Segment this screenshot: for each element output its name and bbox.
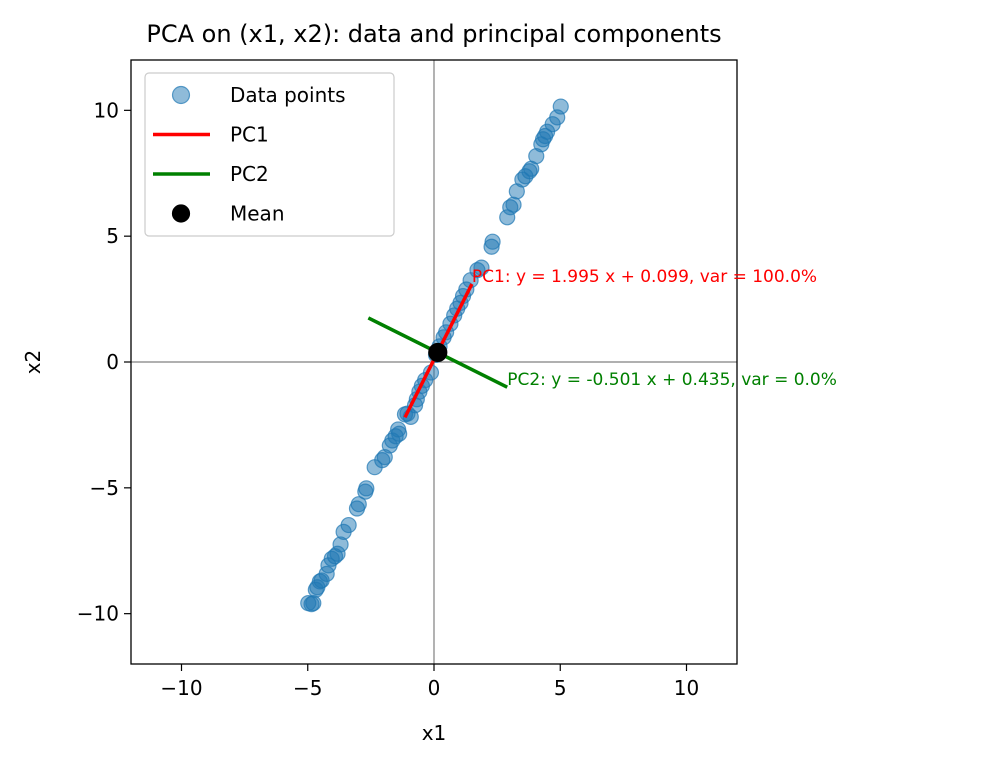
- x-tick-label: 5: [554, 676, 567, 700]
- x-tick-label: −5: [293, 676, 322, 700]
- x-tick-label: 10: [674, 676, 699, 700]
- y-axis-label: x2: [21, 350, 45, 375]
- chart-title: PCA on (x1, x2): data and principal comp…: [146, 20, 721, 48]
- legend: Data points PC1 PC2 Mean: [144, 72, 395, 237]
- data-point: [484, 233, 501, 250]
- x-tick-label: −10: [160, 676, 202, 700]
- data-point: [358, 480, 375, 497]
- legend-label-mean: Mean: [230, 202, 285, 226]
- legend-label-data-points: Data points: [230, 83, 346, 107]
- pc2-annotation: PC2: y = -0.501 x + 0.435, var = 0.0%: [507, 370, 837, 390]
- y-tick-label: −10: [77, 602, 119, 626]
- legend-label-pc1: PC1: [230, 123, 269, 147]
- data-point: [390, 421, 407, 438]
- pc1-annotation: PC1: y = 1.995 x + 0.099, var = 100.0%: [472, 267, 817, 287]
- mean-point: [428, 342, 448, 363]
- legend-swatch-data-points: [171, 85, 191, 105]
- data-point: [350, 496, 367, 513]
- y-tick-label: −5: [90, 476, 119, 500]
- data-point: [305, 594, 322, 612]
- y-tick-label: 10: [94, 98, 119, 122]
- plot-area: [124, 59, 738, 671]
- x-tick-label: 0: [428, 676, 441, 700]
- data-point: [552, 98, 569, 115]
- y-tick-label: 5: [106, 224, 119, 248]
- legend-label-pc2: PC2: [230, 162, 269, 186]
- data-point: [340, 516, 357, 534]
- x-axis-label: x1: [422, 721, 447, 745]
- data-point: [505, 196, 522, 213]
- legend-swatch-mean: [171, 204, 191, 223]
- data-point: [473, 259, 490, 276]
- y-tick-label: 0: [106, 350, 119, 374]
- legend-box: [144, 72, 395, 237]
